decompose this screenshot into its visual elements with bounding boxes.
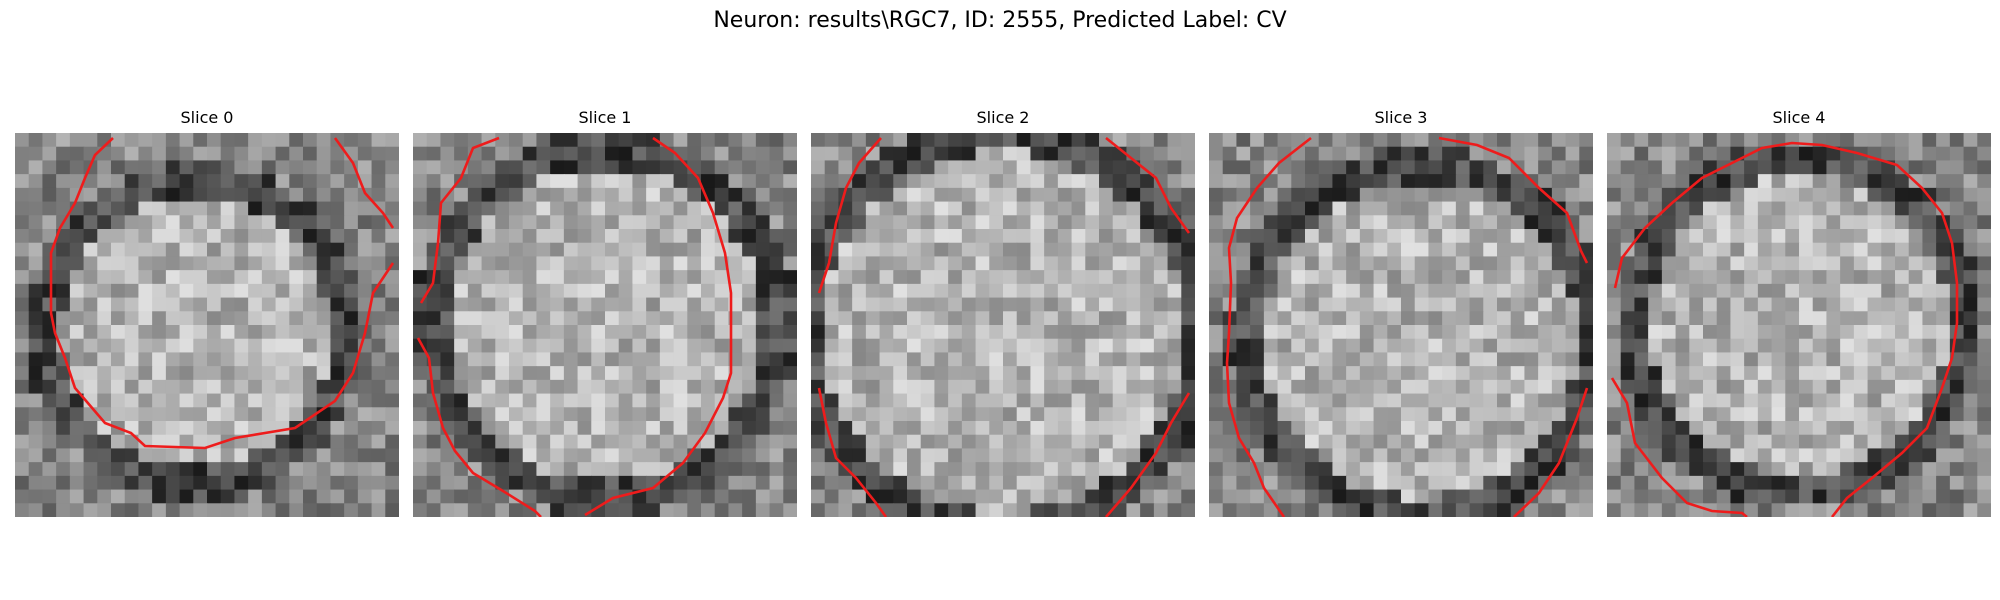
slice-title: Slice 4 — [1772, 108, 1826, 127]
slice-image — [1209, 133, 1593, 517]
slice-title: Slice 0 — [180, 108, 234, 127]
slice-image — [811, 133, 1195, 517]
slice-image — [1607, 133, 1991, 517]
slice-image — [413, 133, 797, 517]
slice-title: Slice 2 — [976, 108, 1030, 127]
figure-title: Neuron: results\RGC7, ID: 2555, Predicte… — [713, 8, 1287, 33]
slice-image — [15, 133, 399, 517]
slice-title: Slice 1 — [578, 108, 632, 127]
slice-title: Slice 3 — [1374, 108, 1428, 127]
